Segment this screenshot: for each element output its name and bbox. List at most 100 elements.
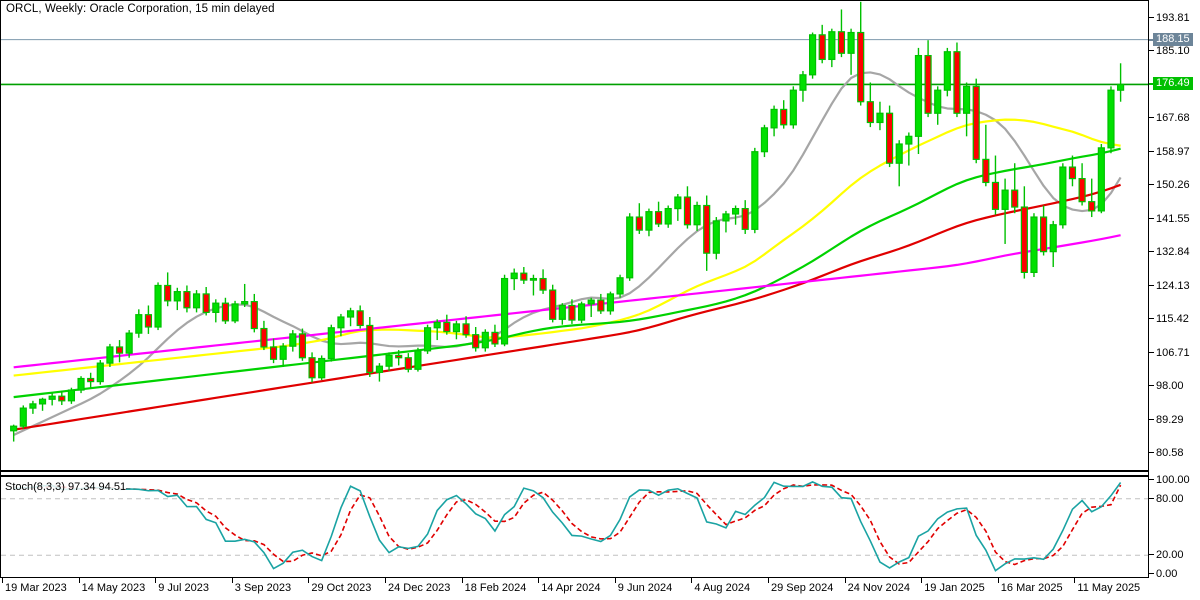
date-label: 18 Feb 2024	[464, 582, 527, 594]
candle-down	[568, 304, 576, 321]
candle-down	[1078, 178, 1086, 203]
candle-up	[29, 403, 37, 409]
candle-down	[1040, 216, 1048, 253]
date-label: 16 Mar 2025	[1000, 582, 1063, 594]
candle-up	[19, 407, 27, 427]
price-tick-150-26: 150.26	[1149, 179, 1190, 191]
price-tick-132-84: 132.84	[1149, 246, 1190, 258]
stoch-tick-100-00: 100.00	[1149, 474, 1190, 486]
candle-up	[192, 293, 201, 309]
price-tick-141-55: 141.55	[1149, 213, 1190, 225]
stochastic-panel[interactable]	[1, 477, 1148, 577]
candle-up	[1107, 89, 1115, 149]
candle-up	[433, 321, 441, 329]
stoch-tick-label: 0.00	[1156, 568, 1178, 580]
price-tick-193-81: 193.81	[1149, 12, 1190, 24]
price-tick-124-13: 124.13	[1149, 280, 1190, 292]
candle-down	[356, 310, 364, 327]
price-tick-label: 193.81	[1156, 11, 1190, 24]
date-tick	[691, 578, 693, 583]
candle-up	[934, 89, 942, 114]
candle-up	[664, 207, 672, 225]
candle-up	[905, 135, 913, 145]
candle-down	[1088, 201, 1096, 212]
candle-down	[1011, 189, 1019, 208]
date-label: 19 Mar 2023	[5, 582, 67, 594]
candle-up	[125, 332, 133, 354]
chart-frame-bottom	[0, 577, 1149, 578]
candle-down	[221, 302, 230, 322]
candle-down	[260, 327, 268, 348]
ma-magenta	[13, 234, 1121, 369]
candle-down	[703, 204, 711, 254]
candle-up	[751, 151, 759, 230]
stochastic-legend: Stoch(8,3,3) 97.34 94.51	[5, 481, 127, 493]
candle-up	[423, 327, 432, 352]
candle-up	[241, 301, 249, 305]
price-tick-label: 132.84	[1156, 246, 1190, 259]
candle-down	[635, 216, 643, 231]
candle-up	[135, 314, 143, 334]
candle-up	[385, 354, 393, 367]
price-tick-89-29: 89.29	[1149, 414, 1184, 426]
candle-up	[510, 272, 518, 280]
stoch-tick-80-00: 80.00	[1149, 493, 1184, 505]
candle-up	[327, 327, 335, 360]
candle-down	[683, 196, 692, 226]
candle-up	[577, 303, 586, 321]
price-chart-svg	[1, 1, 1148, 442]
candle-up	[914, 54, 923, 137]
price-tick-80-58: 80.58	[1149, 447, 1184, 459]
candle-down	[885, 112, 894, 164]
candle-down	[472, 334, 480, 349]
candle-up	[1059, 166, 1067, 226]
candle-up	[1097, 147, 1105, 212]
chart-frame-left	[0, 0, 1, 578]
date-tick	[768, 578, 769, 583]
candle-up	[1030, 216, 1038, 274]
date-label: 14 Apr 2024	[541, 582, 601, 594]
price-tick-158-97: 158.97	[1149, 146, 1190, 158]
candle-down	[366, 324, 374, 373]
candle-down	[780, 108, 788, 126]
candle-up	[481, 331, 489, 349]
date-tick	[844, 578, 846, 583]
price-badge-188-15[interactable]: 188.15	[1153, 32, 1193, 46]
stochastic-k-line	[13, 481, 1122, 572]
price-badge-176-49[interactable]: 176.49	[1153, 77, 1193, 91]
candle-down	[991, 181, 1000, 210]
price-tick-label: 98.00	[1156, 380, 1184, 393]
price-tick-label: 167.68	[1156, 112, 1190, 125]
candle-down	[202, 293, 210, 313]
candle-down	[298, 333, 307, 359]
candle-down	[164, 284, 172, 302]
date-tick	[1074, 578, 1076, 583]
candle-up	[289, 333, 297, 347]
candle-down	[866, 101, 874, 124]
date-tick	[538, 578, 540, 583]
date-label: 29 Sep 2024	[771, 582, 834, 594]
date-tick	[997, 578, 999, 583]
price-axis[interactable]: 193.81 185.10 176.49 167.68 158.97 150.26 141.…	[1149, 0, 1200, 600]
candle-down	[982, 158, 990, 184]
candle-up	[106, 346, 114, 364]
moving-averages	[13, 71, 1122, 436]
date-label: 4 Aug 2024	[694, 582, 751, 594]
candle-up	[712, 220, 720, 254]
candle-up	[38, 398, 47, 405]
price-tick-98-00: 98.00	[1149, 380, 1184, 392]
stoch-tick-0-00: 0.00	[1149, 568, 1177, 580]
candle-down	[87, 377, 95, 383]
ma-red	[13, 183, 1121, 431]
stochastic-chart-svg	[1, 481, 1148, 572]
candle-up	[1049, 224, 1057, 253]
price-badge-stub	[1149, 38, 1153, 41]
candle-up	[173, 291, 181, 302]
candle-down	[654, 211, 663, 225]
candle-up	[645, 211, 653, 231]
price-tick-label: 106.71	[1156, 346, 1190, 359]
date-tick	[308, 578, 310, 583]
candle-up	[895, 143, 903, 164]
candle-up	[452, 323, 461, 333]
price-panel[interactable]	[1, 1, 1148, 470]
